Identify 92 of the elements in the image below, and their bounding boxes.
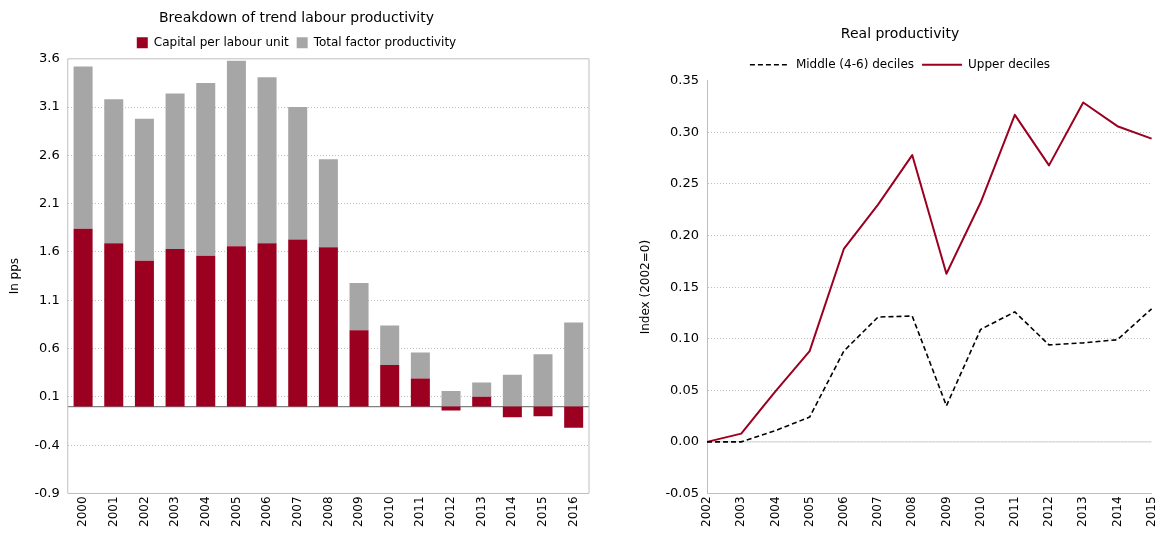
x-tick-label: 2003	[733, 496, 748, 528]
x-tick-label: 2000	[75, 496, 90, 528]
x-tick-label: 2016	[565, 496, 580, 528]
legend-label: Total factor productivity	[312, 34, 457, 49]
y-tick-label: 0.05	[670, 381, 700, 397]
x-tick-label: 2008	[904, 496, 919, 528]
x-tick-label: 2004	[197, 496, 212, 528]
y-tick-label: 2.6	[39, 146, 60, 162]
y-tick-label: 0.25	[670, 175, 700, 191]
line-series	[706, 308, 1153, 443]
x-tick-label: 2011	[1006, 496, 1021, 528]
x-tick-label: 2009	[938, 496, 953, 528]
y-tick-label: -0.9	[34, 484, 60, 500]
bar	[257, 77, 277, 244]
bar	[165, 249, 185, 407]
x-tick-label: 2008	[320, 496, 335, 528]
legend-label: Middle (4-6) deciles	[795, 56, 915, 71]
y-tick-label: 0.6	[39, 339, 60, 355]
x-tick-label: 2009	[351, 496, 366, 528]
y-tick-label: 1.6	[39, 243, 60, 259]
bar	[73, 66, 93, 229]
x-tick-label: 2012	[443, 496, 458, 528]
x-tick-label: 2013	[473, 496, 488, 528]
x-tick-label: 2007	[870, 496, 885, 528]
bar	[564, 322, 584, 407]
bar	[533, 354, 553, 407]
y-tick-label: 0.1	[39, 388, 60, 404]
x-tick-label: 2014	[504, 496, 519, 528]
bar	[226, 60, 246, 247]
bar	[410, 378, 430, 407]
y-tick-label: -0.05	[665, 484, 700, 500]
bar	[349, 330, 369, 407]
y-tick-label: 0.15	[670, 278, 700, 294]
x-tick-label: 2004	[767, 496, 782, 528]
x-tick-label: 2006	[259, 496, 274, 528]
x-tick-label: 2003	[167, 496, 182, 528]
bar	[104, 243, 124, 407]
bar	[257, 243, 277, 407]
bar	[134, 118, 154, 261]
y-tick-label: 2.1	[39, 195, 60, 211]
x-tick-label: 2014	[1109, 496, 1124, 528]
y-tick-label: 0.30	[670, 123, 700, 139]
y-tick-label: 1.1	[39, 291, 60, 307]
x-tick-label: 2002	[136, 496, 151, 528]
x-tick-label: 2002	[699, 496, 714, 528]
bar	[410, 352, 430, 379]
x-tick-label: 2011	[412, 496, 427, 528]
x-tick-label: 2006	[835, 496, 850, 528]
bar	[472, 396, 492, 407]
y-tick-label: 0.00	[670, 433, 700, 449]
bar	[318, 247, 338, 407]
x-tick-label: 2007	[289, 496, 304, 528]
x-tick-label: 2015	[535, 496, 550, 528]
bar	[104, 99, 124, 244]
bar	[380, 364, 400, 407]
x-tick-label: 2010	[972, 496, 987, 528]
y-axis-title: In pps	[7, 257, 22, 295]
x-tick-label: 2010	[381, 496, 396, 528]
legend-label: Capital per labour unit	[153, 34, 289, 49]
bar	[288, 107, 308, 240]
y-tick-label: 0.20	[670, 226, 700, 242]
bar	[165, 93, 185, 250]
x-tick-label: 2015	[1143, 496, 1158, 528]
legend-label: Upper deciles	[968, 56, 1051, 71]
bar	[196, 255, 216, 407]
bar	[502, 374, 522, 407]
y-axis-title: Index (2002=0)	[638, 239, 653, 335]
y-tick-label: 3.6	[39, 50, 60, 66]
y-tick-label: 0.35	[670, 72, 700, 88]
bar	[73, 228, 93, 407]
x-tick-label: 2012	[1041, 496, 1056, 528]
bar	[196, 82, 216, 256]
bar	[226, 246, 246, 407]
bar	[502, 406, 522, 418]
bar	[349, 282, 369, 331]
bar	[380, 325, 400, 365]
y-tick-label: -0.4	[34, 436, 60, 452]
x-tick-label: 2001	[105, 496, 120, 528]
x-tick-label: 2005	[228, 496, 243, 528]
x-tick-label: 2013	[1075, 496, 1090, 528]
y-tick-label: 3.1	[39, 98, 60, 114]
y-tick-label: 0.10	[670, 330, 700, 346]
bar	[441, 391, 461, 407]
chart-title: Breakdown of trend labour productivity	[159, 9, 434, 26]
bar	[288, 239, 308, 407]
bar	[318, 159, 338, 248]
bar	[134, 260, 154, 407]
bar	[472, 382, 492, 397]
bar	[533, 406, 553, 417]
chart-title: Real productivity	[840, 25, 960, 42]
bar	[564, 406, 584, 428]
x-tick-label: 2005	[801, 496, 816, 528]
